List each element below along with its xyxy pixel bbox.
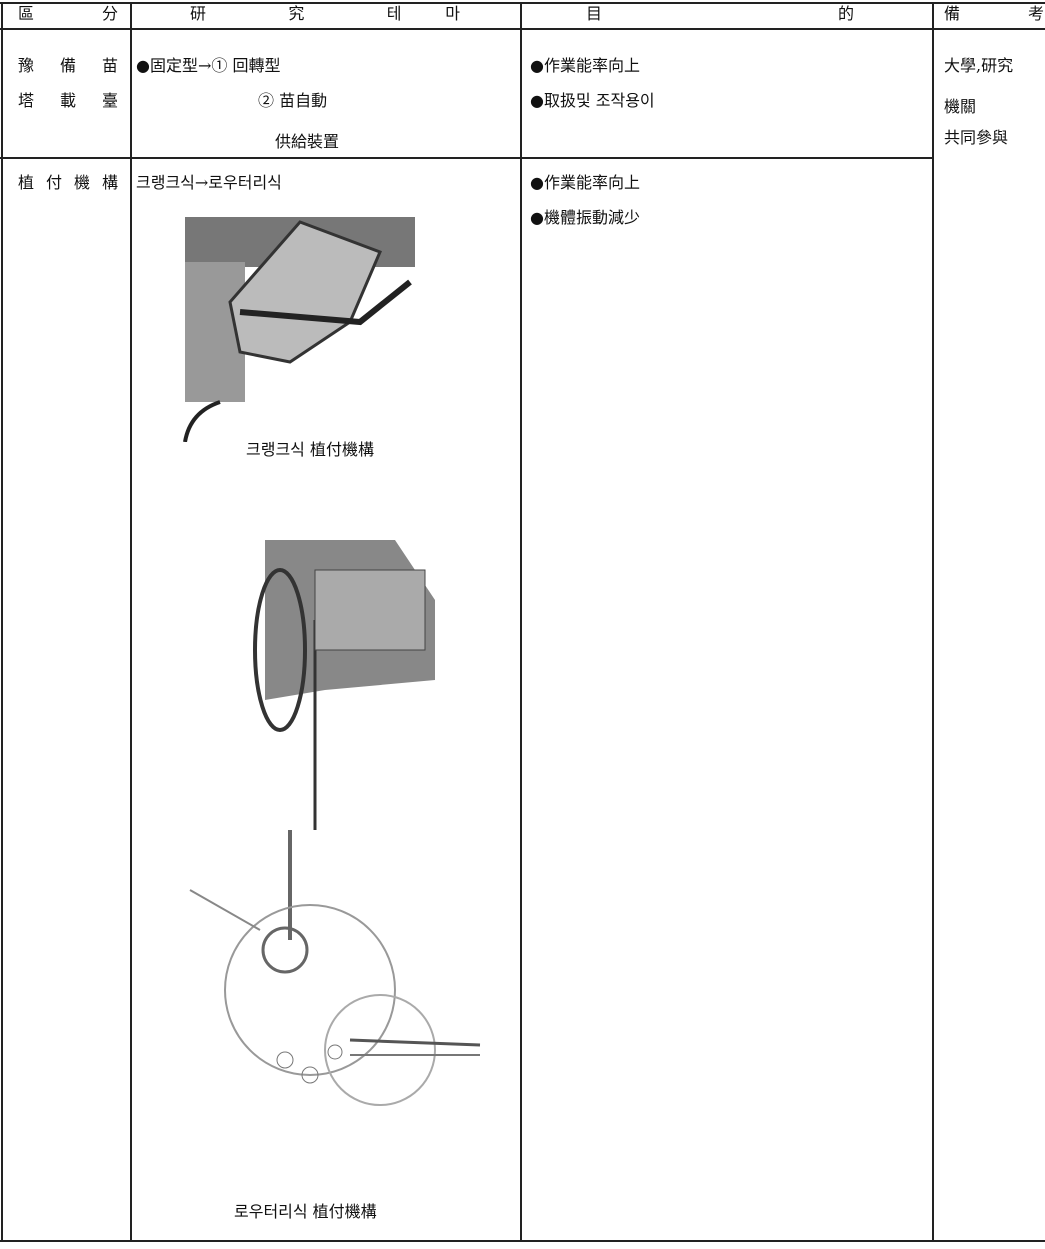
research: ●固定型→① 回轉型 — [136, 56, 281, 75]
note: 共同參與 — [944, 128, 1009, 147]
category: 塔 載 臺 — [18, 91, 118, 110]
note: 機關 — [944, 97, 977, 116]
header-cell: 備 考 — [944, 4, 1044, 23]
purpose: ●機體振動減少 — [530, 208, 640, 227]
research: 供給裝置 — [275, 132, 340, 151]
rule — [0, 1240, 1045, 1242]
rule — [0, 2, 1045, 4]
photo — [253, 540, 435, 830]
header-cell: 目 的 — [586, 4, 854, 23]
caption: 로우터리식 植付機構 — [234, 1202, 377, 1221]
rule — [1, 2, 3, 1242]
rule — [130, 2, 132, 1242]
purpose: ●作業能率向上 — [530, 173, 640, 192]
purpose: ●取扱및 조작용이 — [530, 91, 655, 110]
note: 大學,研究 — [944, 56, 1014, 75]
header-cell: 研 究 테 마 — [190, 4, 460, 23]
header-cell: 區 分 — [18, 4, 118, 23]
rule — [0, 28, 1045, 30]
research: 크랭크식→로우터리식 — [136, 173, 282, 192]
rule — [520, 2, 522, 1242]
photo — [189, 830, 481, 1106]
caption: 크랭크식 植付機構 — [246, 440, 374, 459]
rule — [0, 157, 932, 159]
photo — [183, 217, 415, 442]
category: 植 付 機 構 — [18, 173, 118, 192]
research: ② 苗自動 — [258, 91, 328, 110]
purpose: ●作業能率向上 — [530, 56, 640, 75]
rule — [932, 2, 934, 1242]
category: 豫 備 苗 — [18, 56, 118, 75]
